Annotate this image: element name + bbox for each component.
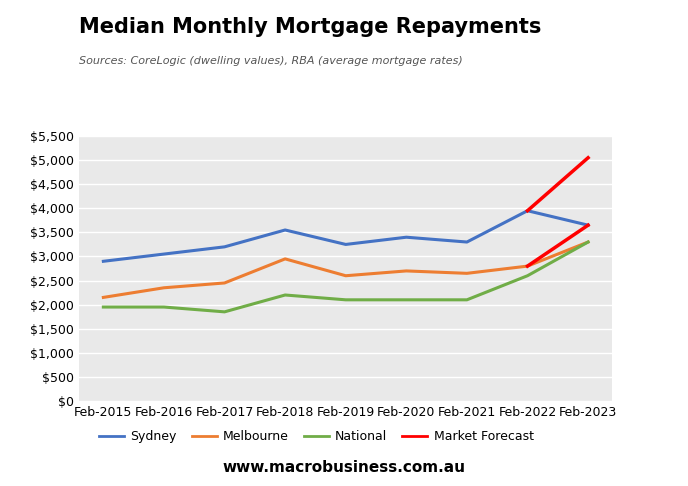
National	[220, 309, 228, 315]
Legend: Sydney, Melbourne, National, Market Forecast: Sydney, Melbourne, National, Market Fore…	[94, 425, 539, 448]
Sydney	[281, 227, 289, 233]
Sydney	[584, 222, 592, 228]
Line: Market Forecast: Market Forecast	[528, 158, 588, 211]
Line: Sydney: Sydney	[103, 211, 588, 261]
Sydney	[342, 242, 350, 247]
National	[160, 304, 168, 310]
National	[342, 297, 350, 303]
National	[281, 292, 289, 298]
National	[402, 297, 411, 303]
Melbourne	[402, 268, 411, 274]
Melbourne	[584, 239, 592, 245]
Text: BUSINESS: BUSINESS	[537, 79, 602, 92]
Text: Median Monthly Mortgage Repayments: Median Monthly Mortgage Repayments	[79, 17, 541, 37]
Sydney	[524, 208, 532, 214]
Melbourne	[160, 285, 168, 291]
Market Forecast	[584, 155, 592, 161]
Sydney	[463, 239, 471, 245]
Sydney	[220, 244, 228, 250]
Melbourne	[342, 273, 350, 278]
Melbourne	[281, 256, 289, 262]
Line: National: National	[103, 242, 588, 312]
Text: MACRO: MACRO	[529, 45, 610, 64]
Text: Sources: CoreLogic (dwelling values), RBA (average mortgage rates): Sources: CoreLogic (dwelling values), RB…	[79, 56, 463, 66]
Line: Melbourne: Melbourne	[103, 242, 588, 297]
National	[584, 239, 592, 245]
National	[524, 273, 532, 278]
Text: www.macrobusiness.com.au: www.macrobusiness.com.au	[222, 460, 466, 475]
National	[463, 297, 471, 303]
Melbourne	[463, 270, 471, 276]
Sydney	[99, 259, 107, 264]
National	[99, 304, 107, 310]
Sydney	[160, 251, 168, 257]
Market Forecast	[524, 208, 532, 214]
Melbourne	[99, 295, 107, 300]
Melbourne	[524, 263, 532, 269]
Melbourne	[220, 280, 228, 286]
Sydney	[402, 234, 411, 240]
